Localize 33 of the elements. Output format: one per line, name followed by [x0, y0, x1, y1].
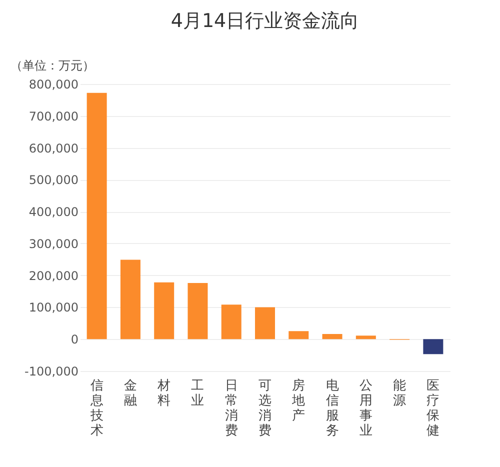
chart-title: 4月14日行业资金流向	[170, 10, 360, 32]
bar	[221, 304, 242, 340]
x-tick-label: 工业	[191, 378, 204, 408]
y-axis-title: （单位：万元）	[10, 58, 94, 72]
y-tick-label: 500,000	[28, 173, 78, 188]
x-tick-label: 电信服务	[326, 378, 339, 438]
x-tick-label: 金融	[124, 378, 137, 408]
y-tick-label: 200,000	[28, 268, 78, 283]
bar	[288, 331, 309, 340]
y-tick-label: 700,000	[28, 109, 78, 124]
x-tick-label: 信息技术	[89, 378, 104, 438]
y-tick-label: 800,000	[28, 78, 78, 92]
x-tick-label: 材料	[156, 378, 171, 408]
y-tick-label: 300,000	[28, 236, 78, 251]
y-tick-label: 600,000	[28, 141, 78, 156]
x-tick-label: 能源	[393, 378, 406, 408]
x-tick-label: 可选消费	[258, 378, 272, 438]
x-tick-label: 公用事业	[359, 378, 372, 438]
bar	[255, 307, 275, 340]
bar	[423, 339, 444, 354]
y-tick-label: 0	[70, 332, 78, 347]
bar	[120, 260, 140, 340]
bar	[86, 92, 107, 340]
bar	[154, 282, 174, 340]
x-tick-label: 医疗保健	[426, 378, 440, 438]
y-tick-label: 100,000	[28, 300, 78, 315]
bar	[356, 336, 376, 340]
bar	[322, 334, 342, 340]
x-tick-label: 房地产	[291, 378, 306, 424]
y-tick-label: -100,000	[24, 364, 78, 378]
y-tick-label: 400,000	[28, 205, 78, 220]
bar	[188, 282, 208, 340]
x-tick-label: 日常消费	[224, 378, 238, 438]
